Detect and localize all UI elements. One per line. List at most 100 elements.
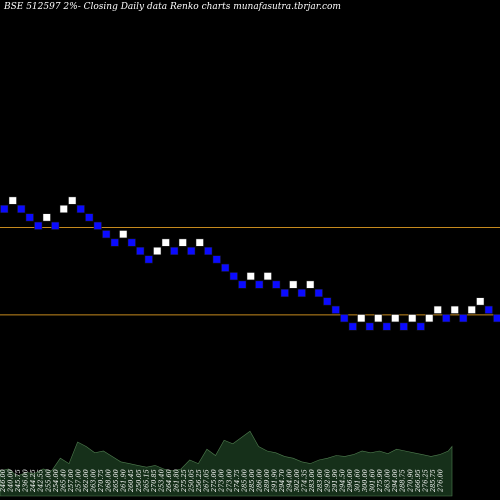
- volume-price-label: 263.00: [384, 469, 392, 493]
- volume-price-label: 266.95: [414, 469, 422, 493]
- volume-price-label: 267.05: [203, 469, 211, 493]
- volume-price-label: 263.00: [90, 469, 98, 493]
- brick-up: [357, 314, 366, 323]
- brick-up: [391, 314, 400, 323]
- brick-down: [204, 247, 213, 255]
- brick-up: [263, 272, 272, 281]
- brick-down: [0, 205, 9, 213]
- brick-down: [93, 221, 102, 230]
- brick-down: [25, 213, 34, 222]
- renko-bricks: [0, 196, 500, 331]
- volume-price-label: 275.25: [180, 469, 188, 493]
- chart-title: BSE 512597 2%- Closing Daily data Renko …: [4, 2, 341, 12]
- volume-price-label: 246.00: [0, 469, 7, 493]
- brick-up: [195, 238, 204, 247]
- volume-price-label: 244.25: [29, 469, 37, 493]
- volume-price-label: 264.60: [165, 469, 173, 493]
- brick-down: [272, 280, 281, 289]
- volume-price-label: 283.00: [308, 469, 316, 493]
- volume-price-label: 274.35: [301, 469, 309, 493]
- brick-up: [450, 305, 459, 314]
- brick-up: [178, 238, 187, 247]
- brick-down: [416, 322, 425, 331]
- volume-price-label: 301.60: [354, 469, 362, 492]
- volume-price-label: 236.00: [22, 469, 30, 493]
- brick-down: [221, 263, 230, 272]
- brick-down: [110, 238, 119, 247]
- brick-down: [51, 221, 60, 230]
- volume-price-label: 274.75: [233, 469, 241, 493]
- brick-down: [348, 322, 357, 331]
- volume-price-label: 292.60: [323, 469, 331, 493]
- brick-down: [399, 322, 408, 331]
- brick-down: [314, 289, 323, 297]
- brick-down: [442, 314, 451, 323]
- volume-price-label: 276.25: [421, 469, 429, 493]
- brick-down: [297, 289, 306, 297]
- volume-price-label: 242.55: [37, 469, 45, 493]
- price-levels: [0, 226, 500, 316]
- brick-up: [119, 230, 128, 239]
- volume-price-label: 275.00: [210, 469, 218, 493]
- brick-up: [476, 297, 485, 306]
- volume-price-label: 257.00: [74, 469, 82, 493]
- volume-price-label: 275.90: [376, 469, 384, 493]
- brick-down: [323, 297, 332, 306]
- volume-price-label: 265.15: [142, 469, 150, 493]
- brick-down: [459, 314, 468, 323]
- volume-price-label: 294.00: [286, 469, 294, 493]
- volume-price-label: 270.90: [406, 469, 414, 493]
- brick-down: [238, 280, 247, 289]
- volume-price-label: 301.60: [369, 469, 377, 492]
- brick-up: [408, 314, 417, 323]
- brick-up: [306, 280, 315, 289]
- brick-down: [85, 213, 94, 222]
- volume-price-label: 261.90: [120, 469, 128, 493]
- brick-down: [170, 247, 179, 255]
- brick-down: [102, 230, 111, 239]
- volume-price-label: 245.75: [14, 469, 22, 493]
- volume-price-label: 291.90: [271, 469, 279, 493]
- brick-down: [382, 322, 391, 331]
- brick-down: [136, 247, 145, 255]
- volume-price-label: 261.80: [173, 469, 181, 493]
- volume-price-label: 265.00: [112, 469, 120, 493]
- brick-down: [280, 289, 289, 297]
- brick-up: [161, 238, 170, 247]
- volume-price-label: 256.25: [195, 469, 203, 493]
- volume-price-label: 294.70: [278, 469, 286, 493]
- brick-up: [8, 196, 17, 205]
- volume-price-label: 250.05: [135, 469, 143, 493]
- brick-up: [374, 314, 383, 323]
- volume-price-label: 285.00: [240, 469, 248, 493]
- volume-price-label: 285.75: [429, 469, 437, 493]
- volume-price-label: 253.40: [157, 469, 165, 493]
- volume-price-label: 273.00: [225, 469, 233, 493]
- volume-price-label: 289.00: [263, 469, 271, 493]
- brick-up: [246, 272, 255, 281]
- volume-price-label: 283.00: [316, 469, 324, 493]
- brick-up: [433, 305, 442, 314]
- brick-down: [76, 205, 85, 213]
- volume-price-label: 240.00: [7, 469, 15, 493]
- brick-down: [365, 322, 374, 331]
- volume-price-label: 270.75: [97, 469, 105, 493]
- volume-price-label: 291.90: [331, 469, 339, 493]
- brick-up: [467, 305, 476, 314]
- volume-price-label: 285.00: [248, 469, 256, 493]
- volume-price-label: 294.00: [391, 469, 399, 493]
- brick-down: [340, 314, 349, 323]
- brick-down: [484, 305, 493, 314]
- brick-down: [17, 205, 26, 213]
- volume-price-label: 286.00: [255, 469, 263, 493]
- brick-up: [425, 314, 434, 323]
- volume-price-label: 288.75: [399, 469, 407, 493]
- volume-price-label: 268.00: [105, 469, 113, 493]
- volume-price-label: 250.05: [188, 469, 196, 493]
- brick-up: [289, 280, 298, 289]
- brick-down: [229, 272, 238, 281]
- volume-histogram: [0, 430, 453, 497]
- brick-down: [493, 314, 500, 323]
- volume-price-label: 273.00: [218, 469, 226, 493]
